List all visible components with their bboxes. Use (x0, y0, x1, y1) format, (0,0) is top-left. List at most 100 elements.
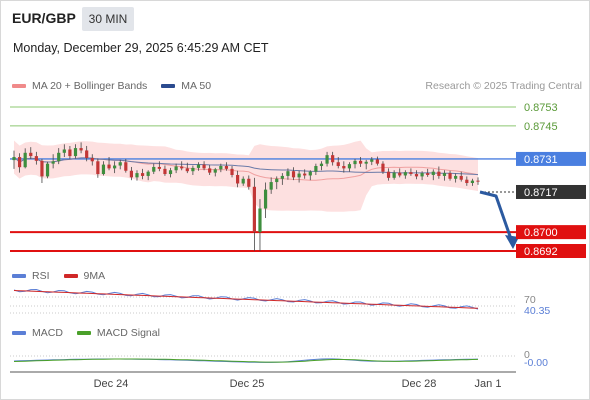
legend-label-rsi-ma: 9MA (83, 270, 106, 282)
legend-label-ma50: MA 50 (181, 80, 212, 92)
support-level-tag-4 (516, 225, 586, 240)
candle-body (286, 171, 290, 176)
candle-body (23, 152, 27, 168)
candle-body (101, 164, 106, 175)
rsi-level-label: 70 (524, 294, 536, 306)
main-legend: MA 20 + Bollinger Bands MA 50 (12, 80, 225, 92)
pivot-level-tag (516, 151, 586, 166)
candle-body (191, 167, 195, 172)
legend-swatch-rsi-ma (63, 274, 78, 278)
candle-body (224, 166, 229, 169)
timeframe-button[interactable]: 30 MIN (82, 7, 134, 31)
price-label-layer: 0.8753 0.8745 0.8731 0.8717 0.8700 0.8692 (516, 102, 586, 258)
candle-body (319, 163, 324, 167)
candle-body (45, 163, 50, 177)
legend-item-macd: MACD (12, 327, 63, 339)
candle-body (252, 186, 256, 233)
candle-body (347, 164, 352, 169)
candle-body (163, 168, 167, 175)
pivot-level-label: 0.8731 (524, 154, 558, 166)
candle-body (269, 182, 273, 190)
candle-body (386, 171, 391, 178)
legend-swatch-macd (12, 331, 26, 335)
forecast-arrow-head (505, 235, 519, 249)
candle-body (392, 172, 396, 178)
candle-body (465, 179, 469, 184)
candle-body (426, 173, 430, 175)
macd-value-label: -0.00 (524, 357, 548, 369)
price-level-layer (10, 106, 516, 252)
macd-panel: 0 -0.00 (10, 349, 548, 369)
legend-label-bollinger: MA 20 + Bollinger Bands (32, 80, 148, 92)
candle-body (258, 208, 262, 233)
candle-body (118, 162, 122, 166)
candle-body (375, 159, 379, 164)
candle-body (12, 157, 16, 161)
candle-body (51, 161, 55, 164)
candle-body (420, 173, 424, 177)
candle-layer (12, 142, 480, 251)
credit-text: Research © 2025 Trading Central (425, 80, 582, 92)
candle-body (280, 175, 284, 179)
candle-body (247, 178, 251, 187)
candle-body (437, 171, 441, 176)
macd-legend: MACD MACD Signal (12, 327, 174, 339)
candle-body (17, 157, 22, 168)
candle-body (174, 166, 178, 171)
candle-body (241, 178, 245, 184)
rsi-ma-line (13, 290, 479, 309)
legend-label-macd-signal: MACD Signal (96, 327, 160, 339)
candle-body (85, 150, 89, 158)
candle-body (431, 171, 435, 175)
candle-body (448, 173, 452, 179)
rsi-panel: 70 40.35 (10, 288, 550, 317)
candle-body (107, 164, 111, 169)
candle-body (409, 172, 413, 175)
candle-body (202, 164, 206, 169)
last-price-label: 0.8717 (524, 187, 558, 199)
candle-body (470, 180, 475, 184)
candle-body (314, 166, 318, 172)
legend-swatch-ma50 (161, 84, 176, 88)
candle-body (359, 160, 363, 164)
candle-body (208, 168, 212, 173)
last-price-tag (516, 184, 586, 199)
candle-body (152, 166, 156, 172)
candle-body (219, 166, 223, 170)
target-level-label-0: 0.8753 (524, 102, 558, 114)
x-label-dec28: Dec 28 (402, 378, 437, 390)
legend-label-macd: MACD (32, 327, 63, 339)
candle-body (303, 173, 307, 176)
candle-body (442, 173, 447, 176)
candle-body (129, 170, 133, 178)
candle-body (236, 174, 240, 184)
candle-body (263, 189, 268, 209)
support-level-tag-5 (516, 244, 586, 258)
candle-body (168, 170, 173, 175)
candle-body (62, 149, 66, 153)
x-label-dec24: Dec 24 (94, 378, 129, 390)
candle-body (297, 173, 301, 178)
candle-body (370, 159, 374, 162)
candle-body (140, 173, 145, 176)
candle-body (381, 163, 385, 172)
candle-body (113, 165, 117, 169)
macd-zero-label: 0 (524, 349, 530, 361)
candle-body (40, 160, 44, 177)
support-level-label-5: 0.8692 (524, 246, 558, 258)
support-level-label-4: 0.8700 (524, 227, 558, 239)
forecast-layer (479, 190, 519, 249)
candle-body (96, 161, 100, 175)
candle-body (230, 168, 234, 175)
x-axis: Dec 24 Dec 25 Dec 28 Jan 1 (10, 371, 516, 390)
rsi-line (13, 288, 479, 310)
candle-body (29, 152, 33, 157)
candle-body (398, 172, 402, 176)
rsi-value-label: 40.35 (524, 305, 550, 317)
bollinger-band-layer (14, 140, 478, 212)
legend-item-rsi: RSI (12, 270, 50, 282)
x-label-dec25: Dec 25 (230, 378, 265, 390)
candle-body (336, 162, 340, 167)
bollinger-band-fill (14, 140, 478, 212)
candle-body (34, 156, 38, 161)
